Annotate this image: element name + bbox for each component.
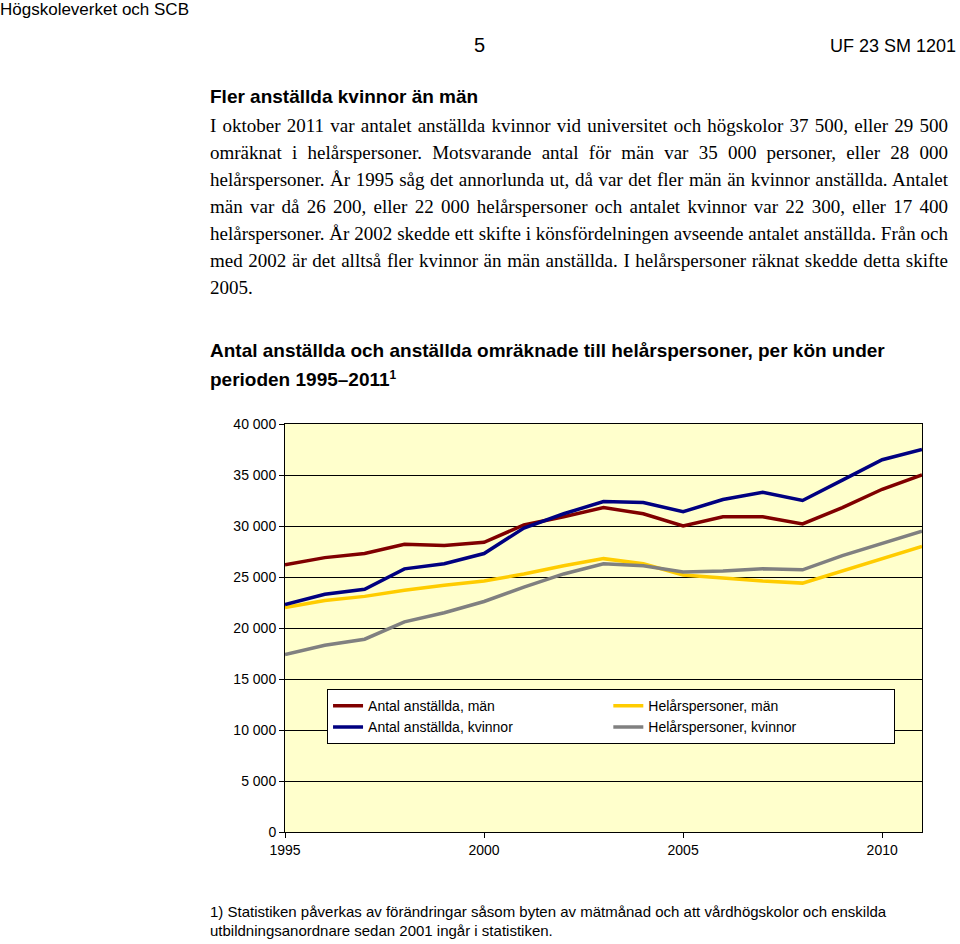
svg-text:30 000: 30 000 bbox=[233, 518, 276, 534]
svg-text:Helårspersoner, kvinnor: Helårspersoner, kvinnor bbox=[648, 719, 796, 735]
svg-text:Antal anställda, kvinnor: Antal anställda, kvinnor bbox=[368, 719, 513, 735]
svg-text:Helårspersoner, män: Helårspersoner, män bbox=[648, 698, 778, 714]
html-text:1: 1 bbox=[389, 368, 397, 382]
html-text:1) Statistiken påverkas av för: 1) Statistiken påverkas av förändringar … bbox=[210, 903, 887, 939]
svg-text:20 000: 20 000 bbox=[233, 620, 276, 636]
svg-text:Antal anställda, män: Antal anställda, män bbox=[368, 698, 495, 714]
html-text:I oktober 2011 var antalet ans: I oktober 2011 var antalet anställda kvi… bbox=[210, 115, 948, 298]
svg-text:0: 0 bbox=[268, 824, 276, 840]
html-text:5: 5 bbox=[474, 34, 486, 56]
html-text:Antal anställda och anställda: Antal anställda och anställda omräknade … bbox=[210, 340, 885, 391]
svg-text:35 000: 35 000 bbox=[233, 467, 276, 483]
svg-text:5 000: 5 000 bbox=[241, 773, 276, 789]
svg-text:2010: 2010 bbox=[867, 842, 898, 858]
svg-text:10 000: 10 000 bbox=[233, 722, 276, 738]
svg-text:1995: 1995 bbox=[269, 842, 300, 858]
svg-text:15 000: 15 000 bbox=[233, 671, 276, 687]
svg-text:2000: 2000 bbox=[468, 842, 499, 858]
html-text:Högskoleverket och SCB: Högskoleverket och SCB bbox=[0, 0, 189, 19]
html-text:Fler anställda kvinnor än män: Fler anställda kvinnor än män bbox=[210, 86, 479, 107]
svg-text:25 000: 25 000 bbox=[233, 569, 276, 585]
svg-text:40 000: 40 000 bbox=[233, 416, 276, 432]
svg-text:2005: 2005 bbox=[668, 842, 699, 858]
html-text:UF 23 SM 1201: UF 23 SM 1201 bbox=[829, 36, 956, 56]
